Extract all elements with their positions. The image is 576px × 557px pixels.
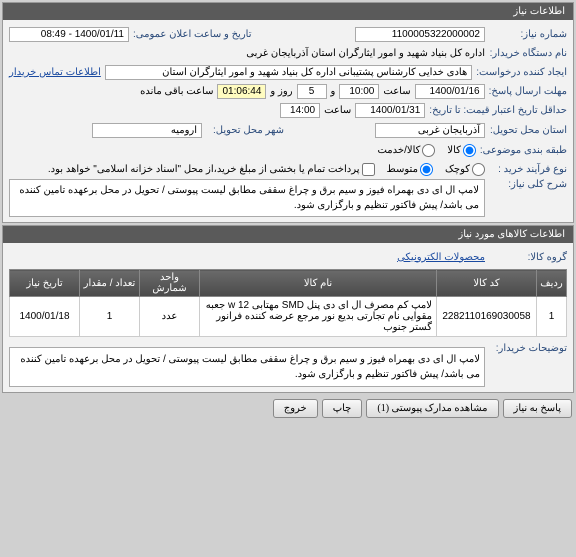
days-remain: 5 [297, 84, 327, 99]
province-label: استان محل تحویل: [489, 125, 567, 136]
print-button[interactable]: چاپ [322, 399, 363, 418]
proc-note-check[interactable] [362, 163, 375, 176]
col-date: تاریخ نیاز [10, 270, 80, 297]
need-no-label: شماره نیاز: [489, 29, 567, 40]
group-link[interactable]: محصولات الکترونیکی [397, 252, 485, 263]
proc-label: نوع فرآیند خرید : [489, 164, 567, 175]
deadline-time: 10:00 [339, 84, 379, 99]
cell-qty: 1 [80, 297, 140, 337]
cell-idx: 1 [537, 297, 567, 337]
need-no-value: 1100005322000002 [355, 27, 485, 42]
proc-note-label: پرداخت تمام یا بخشی از مبلغ خرید،از محل … [48, 164, 360, 175]
need-info-panel: اطلاعات نیاز شماره نیاز: 110000532200000… [2, 2, 574, 223]
cell-date: 1400/01/18 [10, 297, 80, 337]
col-code: کد کالا [437, 270, 537, 297]
days-and: و [331, 86, 336, 97]
table-row[interactable]: 1 2282110169030058 لامپ کم مصرف ال ای دی… [10, 297, 567, 337]
budget-label: طبقه بندی موضوعی: [480, 145, 567, 156]
ann-date-value: 1400/01/11 - 08:49 [9, 27, 129, 42]
creator-value: هادی خدایی کارشناس پشتیبانی اداره کل بنی… [105, 65, 472, 80]
org-label: نام دستگاه خریدار: [489, 48, 567, 59]
valid-date: 1400/01/31 [355, 103, 425, 118]
exit-button[interactable]: خروج [273, 399, 318, 418]
proc-mid-label: متوسط [387, 164, 418, 175]
valid-time: 14:00 [280, 103, 320, 118]
creator-label: ایجاد کننده درخواست: [476, 67, 567, 78]
cell-name: لامپ کم مصرف ال ای دی پنل SMD مهتابی 12 … [200, 297, 437, 337]
desc-label: شرح کلی نیاز: [489, 179, 567, 190]
org-value: اداره کل بنیاد شهید و امور ایثارگران است… [246, 48, 485, 59]
proc-small-radio[interactable] [472, 163, 485, 176]
expl-label: توضیحات خریدار: [489, 343, 567, 354]
contact-link[interactable]: اطلاعات تماس خریدار [9, 67, 101, 78]
countdown: 01:06:44 [217, 84, 266, 99]
col-name: نام کالا [200, 270, 437, 297]
goods-panel: اطلاعات کالاهای مورد نیاز گروه کالا: محص… [2, 225, 574, 393]
proc-small-option[interactable]: کوچک [445, 163, 485, 176]
deadline-hour-label: ساعت [383, 86, 410, 97]
cell-unit: عدد [140, 297, 200, 337]
expl-value: لامپ ال ای دی بهمراه فیوز و سیم برق و چر… [9, 347, 485, 387]
group-label: گروه کالا: [489, 252, 567, 263]
col-qty: تعداد / مقدار [80, 270, 140, 297]
desc-value: لامپ ال ای دی بهمراه فیوز و سیم برق و چر… [9, 179, 485, 217]
city-label: شهر محل تحویل: [206, 125, 284, 136]
valid-hour-label: ساعت [324, 105, 351, 116]
budget-goods-radio[interactable] [463, 144, 476, 157]
budget-goods-option[interactable]: کالا [447, 144, 476, 157]
action-bar: پاسخ به نیاز مشاهده مدارک پیوستی (1) چاپ… [0, 395, 576, 422]
budget-service-radio[interactable] [422, 144, 435, 157]
days-suffix: روز و [270, 86, 292, 97]
budget-service-option[interactable]: کالا/خدمت [377, 144, 435, 157]
deadline-date: 1400/01/16 [415, 84, 485, 99]
proc-small-label: کوچک [445, 164, 470, 175]
goods-table: ردیف کد کالا نام کالا واحد شمارش تعداد /… [9, 269, 567, 337]
ann-date-label: تاریخ و ساعت اعلان عمومی: [133, 29, 252, 40]
deadline-label: مهلت ارسال پاسخ: [489, 86, 567, 97]
need-info-title: اطلاعات نیاز [3, 3, 573, 20]
proc-note-option[interactable]: پرداخت تمام یا بخشی از مبلغ خرید،از محل … [48, 163, 375, 176]
proc-mid-option[interactable]: متوسط [387, 163, 433, 176]
budget-service-label: کالا/خدمت [377, 145, 420, 156]
province-value: آذربایجان غربی [375, 123, 485, 138]
docs-button[interactable]: مشاهده مدارک پیوستی (1) [366, 399, 498, 418]
budget-goods-label: کالا [447, 145, 461, 156]
remaining-label: ساعت باقی مانده [140, 86, 213, 97]
city-value: ارومیه [92, 123, 202, 138]
valid-label: حداقل تاریخ اعتبار قیمت: تا تاریخ: [429, 105, 567, 116]
cell-code: 2282110169030058 [437, 297, 537, 337]
col-idx: ردیف [537, 270, 567, 297]
proc-mid-radio[interactable] [420, 163, 433, 176]
goods-title: اطلاعات کالاهای مورد نیاز [3, 226, 573, 243]
col-unit: واحد شمارش [140, 270, 200, 297]
reply-button[interactable]: پاسخ به نیاز [503, 399, 573, 418]
